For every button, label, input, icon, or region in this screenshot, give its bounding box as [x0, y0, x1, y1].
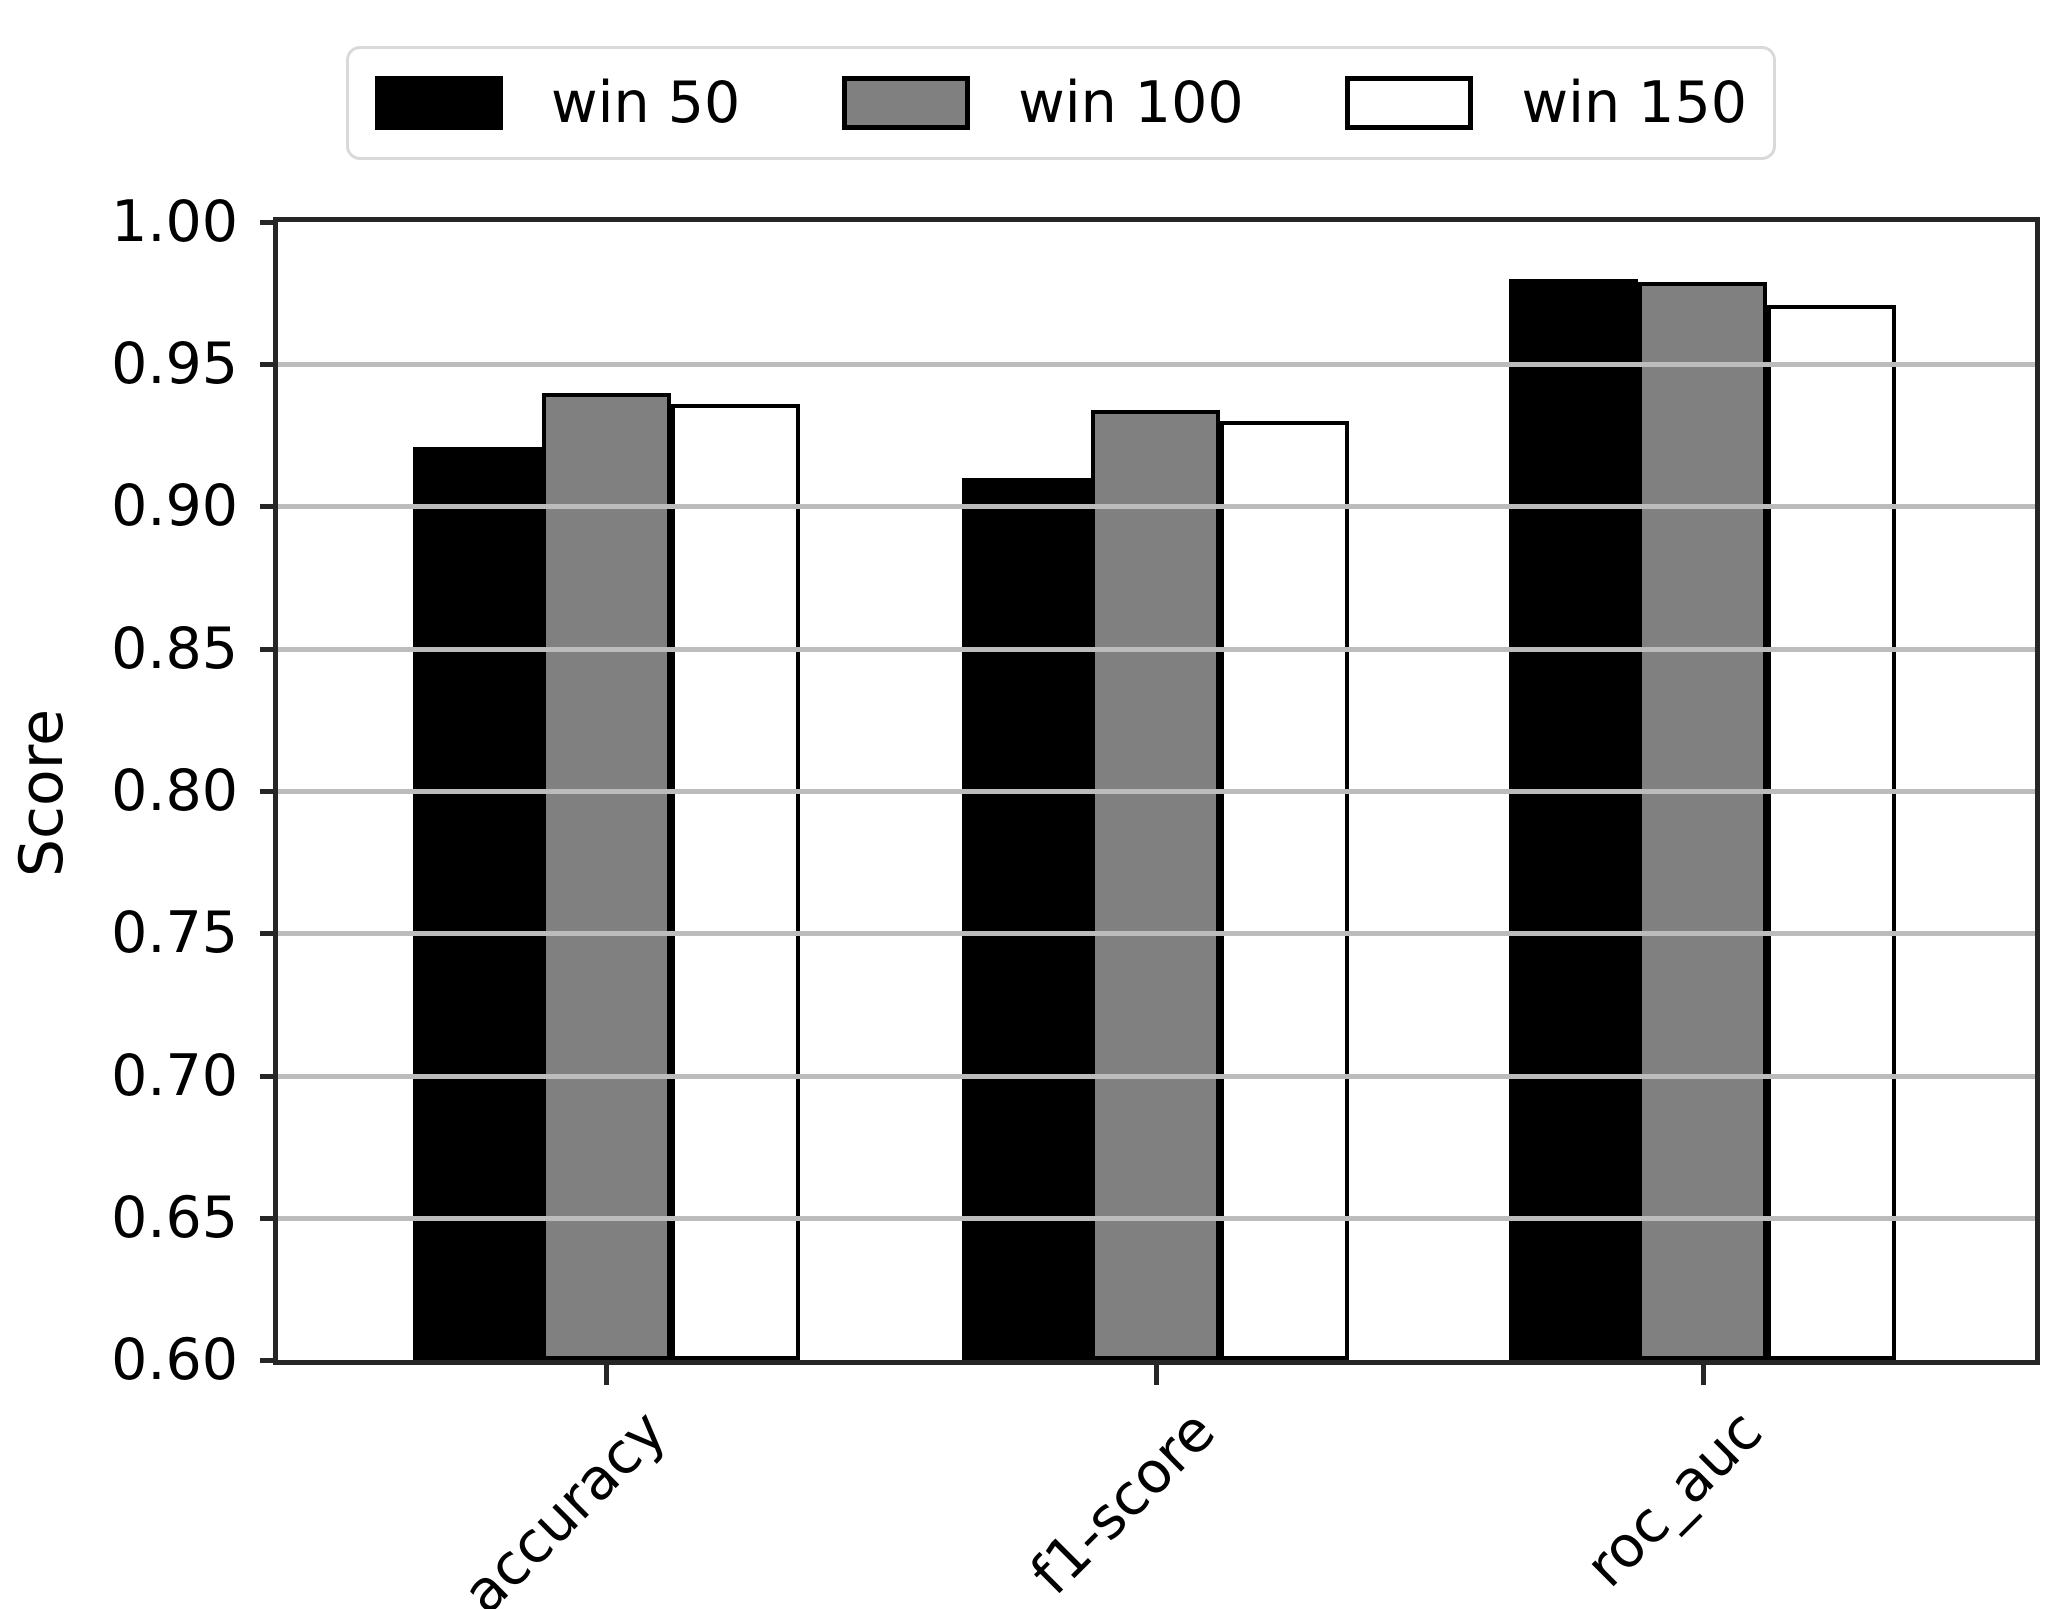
y-tick-mark [260, 1358, 278, 1363]
y-tick-mark [260, 931, 278, 936]
y-tick-label: 0.75 [111, 900, 238, 966]
bar-win-100-accuracy [542, 393, 671, 1360]
legend: win 50 win 100 win 150 [346, 46, 1776, 160]
legend-label-win-50: win 50 [551, 70, 741, 136]
y-tick-label: 0.65 [111, 1185, 238, 1251]
x-tick-mark [1701, 1365, 1706, 1385]
y-tick-mark [260, 220, 278, 225]
x-tick-label-accuracy: accuracy [450, 1398, 679, 1609]
y-tick-mark [260, 1074, 278, 1079]
gridline-y [278, 789, 2035, 794]
y-tick-label: 0.85 [111, 616, 238, 682]
y-tick-mark [260, 504, 278, 509]
y-tick-label: 0.90 [111, 473, 238, 539]
bar-win-50-roc-auc [1509, 279, 1638, 1360]
x-tick-label-roc-auc: roc_auc [1573, 1398, 1776, 1600]
legend-swatch-win-100 [842, 76, 971, 130]
legend-swatch-win-50 [375, 76, 503, 130]
y-tick-label: 0.70 [111, 1043, 238, 1109]
gridline-y [278, 647, 2035, 652]
y-tick-label: 0.95 [111, 331, 238, 397]
x-tick-mark [1154, 1365, 1159, 1385]
bar-win-150-accuracy [671, 404, 800, 1360]
gridline-y [278, 931, 2035, 936]
y-tick-label: 0.80 [111, 758, 238, 824]
legend-entry-win-50: win 50 [375, 70, 740, 136]
gridline-y [278, 362, 2035, 367]
gridline-y [278, 504, 2035, 509]
y-tick-mark [260, 1216, 278, 1221]
y-tick-mark [260, 789, 278, 794]
legend-entry-win-100: win 100 [842, 70, 1244, 136]
x-tick-mark [604, 1365, 609, 1385]
bar-win-100-f1-score [1091, 410, 1220, 1360]
bar-win-50-f1-score [962, 478, 1091, 1360]
legend-entry-win-150: win 150 [1345, 70, 1747, 136]
y-tick-label: 1.00 [111, 189, 238, 255]
y-tick-mark [260, 362, 278, 367]
legend-swatch-win-150 [1345, 76, 1474, 130]
bar-win-100-roc-auc [1638, 282, 1767, 1360]
legend-label-win-100: win 100 [1018, 70, 1244, 136]
y-tick-label: 0.60 [111, 1327, 238, 1393]
bar-win-50-accuracy [413, 447, 542, 1360]
legend-label-win-150: win 150 [1521, 70, 1747, 136]
gridline-y [278, 1216, 2035, 1221]
y-tick-mark [260, 647, 278, 652]
x-tick-label-f1-score: f1-score [1018, 1398, 1229, 1608]
bar-win-150-roc-auc [1767, 305, 1896, 1360]
bar-win-150-f1-score [1220, 421, 1349, 1360]
gridline-y [278, 1074, 2035, 1079]
